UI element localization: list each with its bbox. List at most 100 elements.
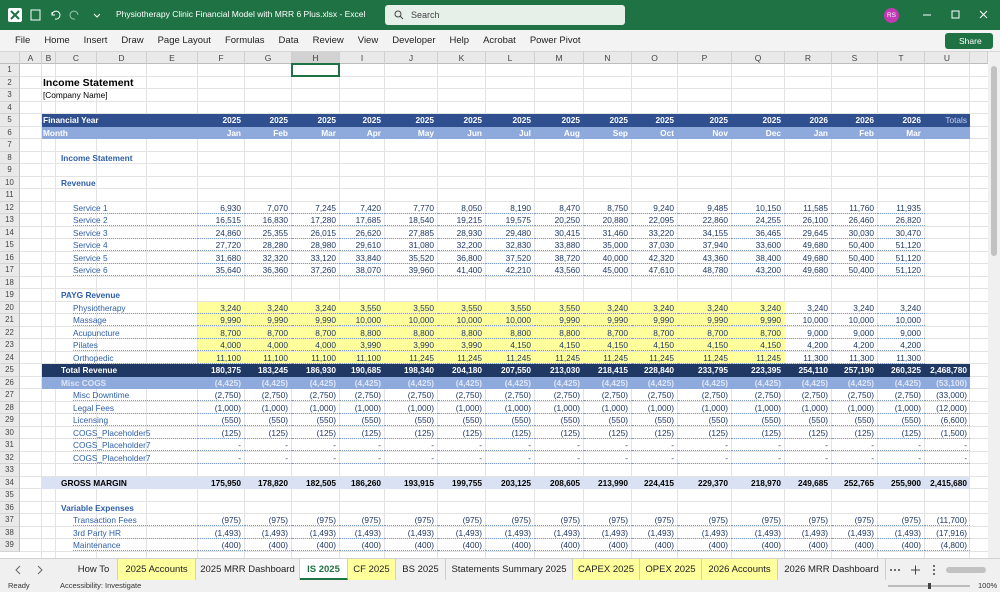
column-header[interactable]: Q (732, 52, 785, 64)
sheet-tab[interactable]: How To (70, 559, 118, 580)
row-header[interactable]: 9 (0, 164, 20, 177)
row-header[interactable]: 25 (0, 364, 20, 377)
column-header[interactable]: P (678, 52, 732, 64)
column-header[interactable]: F (198, 52, 245, 64)
accessibility-status[interactable]: Accessibility: Investigate (60, 581, 142, 590)
tab-actions[interactable] (888, 563, 988, 577)
ribbon-tab[interactable]: File (15, 35, 31, 46)
column-header[interactable]: E (147, 52, 198, 64)
window-controls[interactable] (915, 9, 995, 21)
sheet-tab[interactable]: 2026 MRR Dashboard (778, 559, 886, 580)
row-header[interactable]: 8 (0, 151, 20, 164)
ribbon-tab[interactable]: Acrobat (483, 35, 516, 46)
column-header[interactable]: M (535, 52, 584, 64)
row-header[interactable]: 27 (0, 389, 20, 402)
sheet-tab[interactable]: 2025 Accounts (118, 559, 196, 580)
value-cell: 2025 (317, 115, 336, 125)
ribbon-tab[interactable]: Data (278, 35, 299, 46)
column-header[interactable]: O (632, 52, 678, 64)
row-header[interactable]: 37 (0, 514, 20, 527)
column-header[interactable]: I (340, 52, 385, 64)
row-header[interactable]: 6 (0, 126, 20, 139)
ribbon-tab[interactable]: Power Pivot (529, 35, 581, 46)
row-header[interactable]: 5 (0, 114, 20, 127)
sheet-tab[interactable]: CF 2025 (348, 559, 396, 580)
row-header[interactable]: 34 (0, 476, 20, 489)
sheet-tab[interactable]: IS 2025 (300, 559, 348, 580)
row-header[interactable]: 38 (0, 526, 20, 539)
column-header[interactable]: T (878, 52, 925, 64)
row-header[interactable]: 3 (0, 89, 20, 102)
sheet-tab[interactable]: CAPEX 2025 (573, 559, 640, 580)
search-box[interactable]: Search (385, 5, 625, 25)
row-header[interactable]: 39 (0, 539, 20, 552)
row-header[interactable]: 24 (0, 351, 20, 364)
column-header[interactable]: A (20, 52, 42, 64)
select-all[interactable] (0, 52, 20, 64)
row-header[interactable]: 26 (0, 376, 20, 389)
zoom-slider[interactable] (880, 582, 975, 590)
row-header[interactable]: 19 (0, 289, 20, 302)
ribbon-tab[interactable]: Draw (121, 35, 144, 46)
column-header[interactable]: C (56, 52, 97, 64)
sheet-tab[interactable]: 2025 MRR Dashboard (196, 559, 300, 580)
row-header[interactable]: 28 (0, 401, 20, 414)
row-header[interactable]: 23 (0, 339, 20, 352)
row-header[interactable]: 10 (0, 176, 20, 189)
sheet-tab[interactable]: 2026 Accounts (702, 559, 778, 580)
row-header[interactable]: 31 (0, 439, 20, 452)
row-header[interactable]: 16 (0, 251, 20, 264)
column-header[interactable]: G (245, 52, 292, 64)
sheet-tab[interactable]: BS 2025 (396, 559, 446, 580)
row-header[interactable]: 18 (0, 276, 20, 289)
column-header[interactable]: N (584, 52, 632, 64)
column-header[interactable]: U (925, 52, 970, 64)
row-header[interactable]: 21 (0, 314, 20, 327)
row-header[interactable]: 15 (0, 239, 20, 252)
row-header[interactable]: 4 (0, 101, 20, 114)
ribbon-tab[interactable]: Page Layout (157, 35, 211, 46)
grid-column-line (41, 64, 42, 558)
vertical-scrollbar[interactable] (988, 52, 1000, 558)
user-avatar[interactable]: RS (884, 8, 899, 23)
tab-navigation[interactable] (10, 564, 50, 576)
row-header[interactable]: 30 (0, 426, 20, 439)
column-header[interactable]: J (385, 52, 438, 64)
ribbon-tab[interactable]: Formulas (224, 35, 265, 46)
row-header[interactable]: 14 (0, 226, 20, 239)
row-header[interactable]: 13 (0, 214, 20, 227)
row-header[interactable]: 32 (0, 451, 20, 464)
row-header[interactable]: 35 (0, 489, 20, 502)
ribbon-tab[interactable]: Developer (392, 35, 436, 46)
row-header[interactable]: 11 (0, 189, 20, 202)
quick-access-toolbar[interactable] (30, 9, 100, 21)
row-header[interactable]: 1 (0, 64, 20, 77)
zoom-level[interactable]: 100% (978, 581, 998, 590)
ribbon-tab[interactable]: Insert (83, 35, 108, 46)
column-header[interactable]: L (486, 52, 535, 64)
row-header[interactable]: 17 (0, 264, 20, 277)
ribbon-tab[interactable]: Help (449, 35, 470, 46)
row-header[interactable]: 7 (0, 139, 20, 152)
sheet-tab[interactable]: OPEX 2025 (640, 559, 702, 580)
value-cell: 8,190 (486, 202, 535, 214)
column-header[interactable]: B (42, 52, 56, 64)
row-header[interactable]: 33 (0, 464, 20, 477)
column-header[interactable]: K (438, 52, 486, 64)
value-cell: 11,100 (292, 352, 340, 364)
ribbon-tab[interactable]: View (357, 35, 379, 46)
row-header[interactable]: 22 (0, 326, 20, 339)
column-header[interactable]: R (785, 52, 832, 64)
value-cell: 9,990 (732, 314, 785, 326)
column-header[interactable]: D (97, 52, 147, 64)
row-header[interactable]: 29 (0, 414, 20, 427)
ribbon-tab[interactable]: Home (44, 35, 70, 46)
column-header[interactable]: S (832, 52, 878, 64)
row-header[interactable]: 36 (0, 501, 20, 514)
row-header[interactable]: 2 (0, 76, 20, 89)
row-header[interactable]: 20 (0, 301, 20, 314)
ribbon-tab[interactable]: Review (312, 35, 344, 46)
sheet-tab[interactable]: Statements Summary 2025 (446, 559, 573, 580)
row-header[interactable]: 12 (0, 201, 20, 214)
share-button[interactable]: Share (945, 33, 993, 49)
